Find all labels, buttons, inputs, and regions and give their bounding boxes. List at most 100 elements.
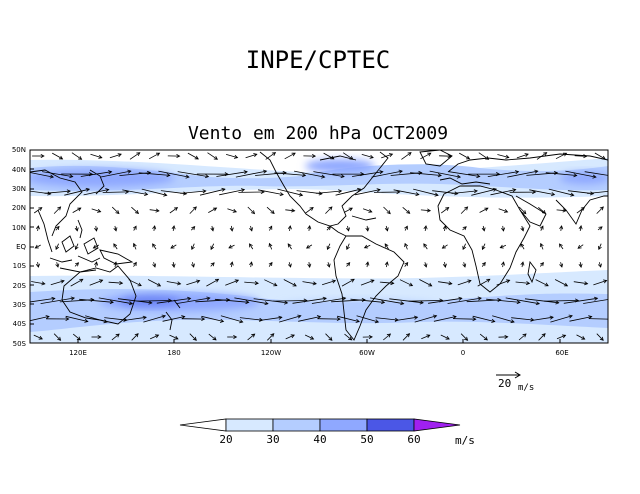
wind-vector-head <box>481 261 486 267</box>
wind-vector-head <box>291 208 296 213</box>
wind-vector <box>284 152 296 160</box>
lon-label: 60W <box>359 349 375 357</box>
wind-vector <box>516 153 529 159</box>
wind-vector-head <box>55 263 60 268</box>
wind-vector <box>207 152 218 160</box>
colorbar-bin <box>225 418 274 432</box>
wind-vector <box>554 279 568 287</box>
wind-vector <box>356 315 379 323</box>
wind-vector <box>52 152 63 160</box>
wind-vector <box>524 298 559 304</box>
lat-label: 10S <box>13 262 27 270</box>
wind-vector-head <box>326 226 332 231</box>
wind-vector-head <box>544 282 549 287</box>
wind-vector-head <box>226 297 231 303</box>
wind-vector-head <box>115 333 120 338</box>
wind-vector-head <box>384 243 389 248</box>
wind-vector <box>131 333 139 341</box>
wind-vector-head <box>212 207 218 212</box>
wind-vector <box>498 208 508 213</box>
wind-vector <box>429 170 461 178</box>
wind-vector-head <box>427 152 432 157</box>
wind-vector-head <box>477 296 482 301</box>
lat-label: 50S <box>13 340 27 348</box>
wind-vector <box>402 333 410 341</box>
wind-vector <box>40 297 75 304</box>
wind-vector <box>569 316 592 322</box>
wind-vector <box>375 317 399 321</box>
wind-vector <box>249 243 254 250</box>
wind-vector-head <box>249 243 253 248</box>
wind-vector-head <box>365 261 370 266</box>
lat-label: EQ <box>16 243 26 251</box>
wind-vector-head <box>376 188 381 193</box>
wind-vector-head <box>268 225 273 230</box>
wind-vector <box>548 188 574 196</box>
wind-vector-head <box>467 279 472 284</box>
colorbar-tick: 60 <box>407 433 420 446</box>
reference-vector-value: 20 <box>498 377 511 390</box>
wind-vector-head <box>103 319 108 324</box>
wind-vector <box>44 190 71 194</box>
wind-vector <box>89 279 103 286</box>
wind-vector <box>70 278 83 287</box>
wind-vector-head <box>229 227 234 232</box>
wind-vector-head <box>608 318 611 321</box>
wind-vector-head <box>434 192 439 197</box>
wind-vector <box>117 298 152 304</box>
wind-vector-head <box>447 154 452 159</box>
wind-vector-head <box>287 225 292 230</box>
wind-vector <box>536 152 547 160</box>
wind-vector-head <box>462 263 467 268</box>
wind-vector-head <box>476 174 481 179</box>
wind-vector <box>596 333 604 341</box>
wind-vector-head <box>173 207 179 211</box>
wind-vector-head <box>464 336 469 341</box>
wind-vector-head <box>311 154 317 159</box>
wind-vector-head <box>466 155 471 160</box>
wind-vector-head <box>202 189 207 194</box>
lon-label: 0 <box>461 349 465 357</box>
wind-vector <box>482 243 486 250</box>
wind-vector <box>91 208 101 213</box>
wind-vector-head <box>127 169 132 174</box>
wind-vector-head <box>309 335 315 340</box>
lon-label: 120W <box>261 349 281 357</box>
wind-vector-head <box>485 156 490 160</box>
wind-vector-head <box>400 301 405 306</box>
page-title: INPE/CPTEC <box>246 46 391 74</box>
wind-vector-head <box>407 152 412 156</box>
wind-vector-head <box>472 317 477 322</box>
wind-vector <box>576 207 585 214</box>
wind-vector-head <box>456 174 462 179</box>
wind-vector <box>399 279 413 287</box>
wind-vector <box>133 243 137 250</box>
wind-vector-head <box>132 225 137 230</box>
wind-vector-head <box>381 300 386 305</box>
wind-vector <box>30 172 54 178</box>
wind-vector <box>594 152 606 160</box>
wind-vector-head <box>321 174 326 179</box>
wind-vector-head <box>152 243 156 248</box>
wind-vector-head <box>404 242 409 248</box>
wind-vector-head <box>506 279 511 284</box>
colorbar-bin <box>366 418 415 432</box>
wind-vector-head <box>614 297 617 300</box>
wind-vector-head <box>312 281 317 286</box>
wind-vector-head <box>240 188 246 193</box>
wind-vector-head <box>501 227 506 232</box>
wind-vector <box>235 170 267 178</box>
wind-vector <box>166 281 181 285</box>
wind-vector <box>199 188 225 196</box>
wind-vector <box>257 189 284 195</box>
wind-vector <box>37 262 39 268</box>
wind-vector-head <box>134 333 139 338</box>
latitude-axis: 50N 40N 30N 20N 10N EQ 10S 20S 30S 40S 5… <box>12 146 34 348</box>
wind-vector-head <box>212 336 217 341</box>
lon-label: 180 <box>167 349 180 357</box>
wind-vector-head <box>553 171 559 176</box>
wind-vector-head <box>379 170 384 175</box>
wind-vector-head <box>577 244 582 249</box>
lat-label: 40S <box>13 320 27 328</box>
wind-vector <box>448 171 480 177</box>
